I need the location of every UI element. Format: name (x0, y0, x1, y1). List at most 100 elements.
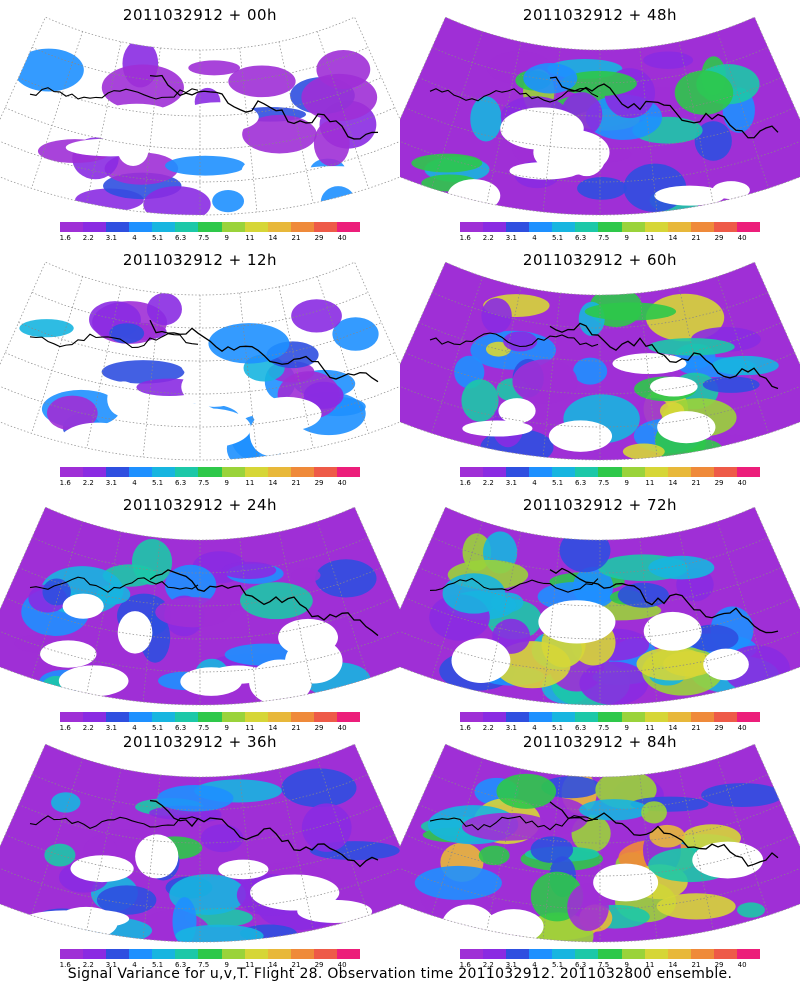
colorbar-cell (336, 949, 361, 959)
colorbar-cell (152, 467, 176, 477)
colorbar-cell (60, 949, 84, 959)
colorbar-cell (106, 222, 130, 232)
longitude-line (486, 531, 522, 694)
variance-field (0, 507, 400, 706)
colorbar-cell (198, 467, 222, 477)
variance-blob (577, 176, 627, 200)
colorbar-cell (575, 222, 599, 232)
low-variance-gap (462, 420, 533, 437)
colorbar-cell (106, 712, 130, 722)
variance-blob (212, 190, 245, 213)
colorbar-cell (336, 222, 361, 232)
colorbar-cell (529, 712, 553, 722)
variance-blob (208, 323, 290, 364)
colorbar-tick-label: 1.6 (459, 724, 471, 732)
longitude-line (486, 41, 522, 204)
colorbar-tick-label: 7.5 (198, 724, 210, 732)
low-variance-gap (209, 665, 267, 684)
colorbar-tick-label: 3.1 (505, 961, 517, 969)
colorbar-tick-label: 3.1 (105, 724, 117, 732)
low-variance-gap (58, 665, 129, 697)
colorbar-tick-label: 6.3 (575, 234, 587, 242)
colorbar-cell (267, 949, 291, 959)
variance-blob (44, 843, 76, 867)
longitude-line (486, 286, 522, 449)
low-variance-gap (509, 162, 580, 180)
colorbar-cell (483, 222, 507, 232)
longitude-line (431, 31, 483, 189)
colorbar-tick-label: 9 (224, 724, 229, 732)
map-panel-48h: 2011032912 + 48h 1.6 2.2 3.1 4 5.1 6.3 7.5 9 11 1… (400, 0, 800, 245)
colorbar-tick-label: 14 (668, 479, 678, 487)
longitude-line (239, 537, 258, 703)
colorbar-tick-label: 5.1 (551, 479, 564, 487)
colorbar-tick-label: 4 (132, 479, 137, 487)
colorbar-cell (690, 949, 714, 959)
colorbar (60, 467, 361, 477)
low-variance-gap (548, 420, 613, 452)
colorbar-tick-label: 4 (132, 234, 137, 242)
colorbar-tick-label: 5.1 (151, 479, 164, 487)
variance-blob (109, 323, 145, 344)
longitude-line (542, 47, 561, 213)
longitude-line (678, 41, 714, 204)
variance-blob (101, 360, 185, 384)
variance-blob (42, 578, 71, 606)
colorbar-cell (336, 712, 361, 722)
low-variance-gap (251, 175, 302, 205)
colorbar (460, 949, 761, 959)
map-sector (0, 506, 400, 706)
longitude-line (278, 41, 314, 204)
colorbar-cell (644, 222, 668, 232)
variance-blob (13, 48, 84, 92)
colorbar-tick-label: 6.3 (175, 234, 187, 242)
colorbar-cell (175, 712, 199, 722)
colorbar-tick-label: 3.1 (105, 234, 117, 242)
colorbar-cell (60, 467, 84, 477)
colorbar-cell (506, 222, 530, 232)
colorbar-cell (244, 712, 268, 722)
colorbar-tick-label: 3.1 (505, 479, 517, 487)
colorbar-labels: 1.6 2.2 3.1 4 5.1 6.3 7.5 9 11 14 21 29 40 (60, 724, 360, 734)
colorbar-tick-label: 4 (532, 234, 537, 242)
colorbar-cell (221, 949, 245, 959)
low-variance-gap (117, 611, 153, 654)
variance-blob (512, 359, 578, 404)
colorbar-tick-label: 29 (714, 479, 724, 487)
colorbar-cell (690, 222, 714, 232)
longitude-line (542, 292, 561, 458)
map-panel-12h: 2011032912 + 12h 1.6 2.2 3.1 4 5.1 6.3 7.5 9 11 1… (0, 245, 400, 490)
low-variance-gap (148, 134, 198, 153)
colorbar-cell (575, 467, 599, 477)
colorbar-cell (290, 712, 314, 722)
colorbar-tick-label: 21 (691, 234, 701, 242)
colorbar-cell (60, 712, 84, 722)
variance-blob (478, 845, 510, 866)
colorbar-tick-label: 14 (668, 724, 678, 732)
colorbar-cell (129, 949, 153, 959)
colorbar-tick-label: 21 (691, 961, 701, 969)
colorbar-cell (267, 467, 291, 477)
variance-blob (240, 582, 313, 620)
colorbar-cell (313, 467, 337, 477)
colorbar-tick-label: 1.6 (59, 724, 71, 732)
coastline (149, 74, 379, 140)
colorbar-tick-label: 11 (645, 479, 655, 487)
latitude-line (18, 567, 382, 607)
low-variance-gap (290, 166, 377, 184)
variance-blob (572, 566, 614, 607)
variance-blob (648, 555, 715, 580)
colorbar-tick-label: 2.2 (482, 479, 494, 487)
coastline (429, 87, 599, 103)
longitude-line (278, 531, 314, 694)
low-variance-gap (297, 899, 373, 924)
coastline (429, 332, 599, 348)
colorbar-tick-label: 14 (268, 234, 278, 242)
low-variance-gap (654, 185, 726, 206)
map-sector (400, 743, 800, 943)
colorbar-cell (483, 712, 507, 722)
colorbar-tick-label: 5.1 (151, 961, 164, 969)
map-panel-84h: 2011032912 + 84h 1.6 2.2 3.1 4 5.1 6.3 7.5 9 11 1… (400, 727, 800, 972)
low-variance-gap (167, 408, 251, 448)
low-variance-gap (178, 102, 259, 133)
